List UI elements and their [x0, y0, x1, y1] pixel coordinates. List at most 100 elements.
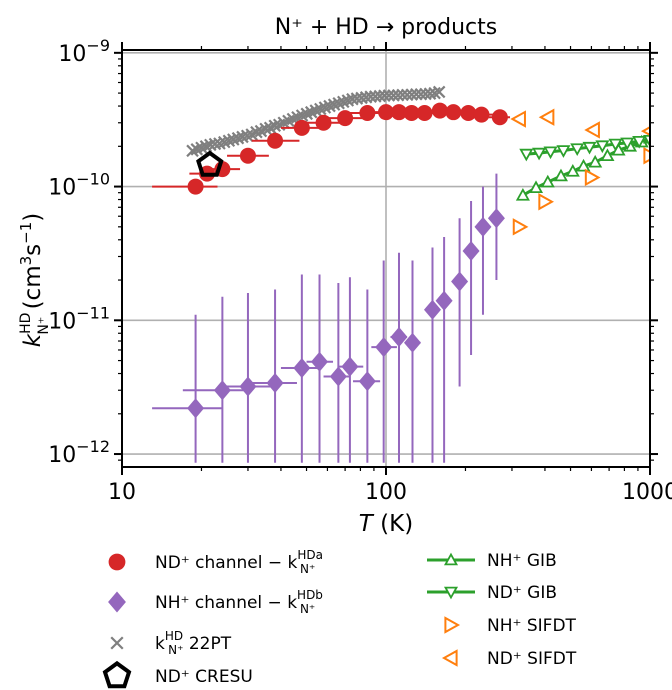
nd_channel-point — [403, 104, 420, 121]
nh_gib-point — [588, 154, 603, 168]
cresu-point — [196, 150, 224, 177]
pt22-point — [268, 119, 282, 133]
svg-text:T (K): T (K) — [359, 511, 413, 537]
nd_sifdt-point — [510, 110, 526, 128]
nd_gib-point — [532, 147, 547, 161]
nd_channel-point — [337, 110, 354, 127]
nd_channel-point — [315, 114, 332, 131]
nd_gib-point — [570, 143, 585, 157]
legend-marker-nh_channel — [108, 591, 126, 613]
pt22-point — [396, 88, 409, 102]
nh_sifdt-point — [538, 193, 555, 211]
nd_channel-point — [416, 104, 433, 121]
pt22-point — [231, 131, 245, 145]
nh_sifdt-point — [584, 168, 601, 187]
x-tick-label: 100 — [365, 480, 407, 505]
nd_gib-point — [632, 136, 647, 149]
nh_gib-point — [600, 148, 615, 162]
legend: ND⁺ channel − kHDa N⁺ NH⁺ channel − kHDb N⁺… — [102, 548, 577, 689]
nd_channel-point — [431, 102, 448, 119]
nh_gib-point — [540, 174, 555, 188]
nh_channel-point — [341, 356, 359, 377]
clipped-data — [152, 85, 650, 463]
nd_gib-point — [582, 141, 597, 155]
data-layer — [152, 85, 650, 463]
legend-label-cresu: ND⁺ CRESU — [155, 667, 253, 687]
nd_channel-point — [491, 109, 508, 126]
pt22-point — [240, 129, 254, 142]
legend-label-nh_channel: NH⁺ channel − kHDb N⁺ — [155, 588, 323, 616]
nh_channel-point — [403, 332, 421, 353]
pt22-point — [410, 87, 423, 101]
nh_channel-point — [187, 398, 205, 419]
x-tick-label: 1000 — [622, 480, 672, 505]
series-cresu — [196, 150, 224, 177]
legend-marker-nh_sifdt — [444, 616, 461, 634]
legend-label-pt22: kHD N⁺ 22PT — [155, 629, 232, 657]
nh_gib-point — [576, 158, 591, 172]
nd_channel-point — [239, 147, 256, 164]
legend-label-nh_gib: NH⁺ GIB — [487, 551, 557, 571]
nd_gib-point — [543, 146, 558, 160]
pt22-point — [432, 85, 446, 99]
pt22-point — [199, 140, 213, 153]
nh_gib-point — [515, 187, 530, 201]
legend-marker-nh_gib — [443, 552, 459, 566]
nd_gib-point — [642, 134, 650, 148]
pt22-point — [250, 125, 263, 139]
nd_sifdt-point — [538, 108, 555, 126]
nd_channel-point — [460, 104, 477, 121]
x-axis-label: T (K) — [359, 511, 413, 537]
nd_channel-point — [187, 178, 204, 195]
nd_channel-point — [267, 132, 284, 149]
legend-marker-cresu — [102, 660, 132, 689]
series-nd_gib — [519, 134, 650, 162]
nh_channel-point — [239, 376, 257, 397]
nh_gib-point — [528, 180, 544, 194]
pt22-point — [259, 122, 272, 136]
nh_channel-point — [462, 240, 480, 261]
nh_channel-point — [293, 357, 311, 378]
series-pt22 — [186, 85, 446, 158]
nh_channel-point — [213, 380, 231, 401]
nh_channel-point — [435, 290, 453, 311]
nh_channel-point — [390, 327, 408, 348]
legend-marker-pt22 — [110, 636, 124, 650]
y-tick-label: 10−12 — [48, 437, 110, 468]
legend-marker-nd_gib — [443, 586, 459, 600]
nh_sifdt-point — [512, 218, 529, 236]
nh_channel-point — [358, 371, 376, 392]
pt22-point — [208, 137, 222, 151]
y-axis-label: kHD N⁺ (cm3s−1) — [17, 213, 52, 348]
nd_channel-point — [473, 106, 490, 123]
legend-label-nd_channel: ND⁺ channel − kHDa N⁺ — [155, 548, 323, 576]
nd_gib-point — [608, 138, 623, 152]
ticks: 10 100 1000 10−12 10−11 10−10 10−9 — [48, 36, 672, 505]
nh_gib-point — [553, 168, 568, 182]
nd_channel-point — [445, 104, 462, 121]
nh_channel-point — [375, 337, 393, 358]
pt22-point — [378, 89, 391, 102]
nh_sifdt-point — [643, 147, 650, 165]
nd_channel-point — [390, 104, 407, 121]
nd_gib-point — [620, 137, 635, 151]
nh_channel-point — [474, 216, 492, 237]
nh_channel-point — [329, 366, 347, 387]
pt22-point — [222, 134, 236, 148]
nd_gib-point — [519, 148, 534, 162]
series-nh_gib — [515, 130, 650, 201]
y-tick-label: 10−11 — [48, 303, 110, 334]
y-tick-label: 10−10 — [48, 170, 110, 201]
legend-marker-nd_channel — [108, 553, 126, 571]
nh_gib-point — [565, 163, 580, 177]
pt22-point — [428, 86, 441, 100]
x-tick-label: 10 — [108, 480, 136, 505]
series-nh_sifdt — [512, 147, 650, 236]
nh_channel-point — [266, 372, 284, 393]
nh_channel-point — [423, 299, 441, 320]
nh_channel-point — [487, 208, 505, 229]
nh_channel-point — [311, 351, 329, 372]
legend-label-nd_sifdt: ND⁺ SIFDT — [487, 649, 577, 669]
